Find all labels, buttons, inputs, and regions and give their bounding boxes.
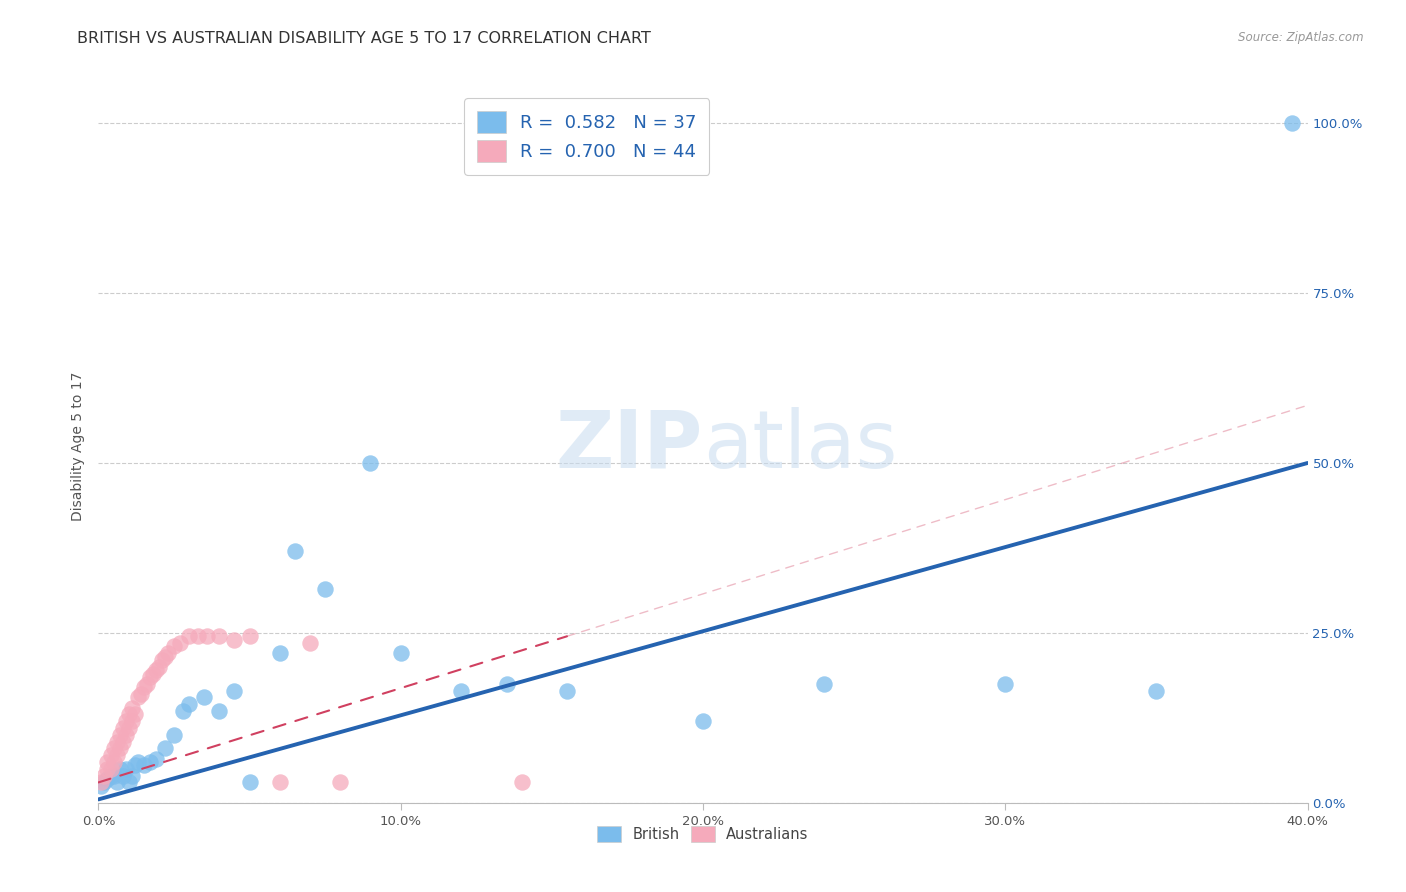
Text: atlas: atlas	[703, 407, 897, 485]
Point	[495, 677, 517, 691]
Point	[284, 544, 307, 558]
Point	[169, 636, 191, 650]
Point	[510, 775, 533, 789]
Point	[100, 769, 122, 783]
Point	[132, 758, 155, 772]
Point	[114, 714, 136, 729]
Point	[299, 636, 322, 650]
Point	[139, 755, 162, 769]
Point	[389, 646, 412, 660]
Legend: British, Australians: British, Australians	[591, 819, 815, 849]
Point	[450, 683, 472, 698]
Point	[103, 755, 125, 769]
Point	[1281, 116, 1303, 130]
Point	[96, 772, 118, 786]
Point	[156, 646, 179, 660]
Point	[360, 456, 382, 470]
Point	[813, 677, 835, 691]
Point	[314, 582, 336, 596]
Point	[208, 629, 231, 643]
Point	[114, 728, 136, 742]
Point	[118, 721, 141, 735]
Point	[145, 751, 167, 765]
Point	[118, 707, 141, 722]
Point	[153, 649, 176, 664]
Point	[108, 762, 131, 776]
Point	[111, 734, 134, 748]
Point	[114, 762, 136, 776]
Point	[1144, 683, 1167, 698]
Point	[121, 769, 143, 783]
Text: Source: ZipAtlas.com: Source: ZipAtlas.com	[1239, 31, 1364, 45]
Point	[96, 755, 118, 769]
Y-axis label: Disability Age 5 to 17: Disability Age 5 to 17	[72, 371, 86, 521]
Point	[108, 741, 131, 756]
Point	[129, 687, 152, 701]
Point	[127, 690, 149, 705]
Point	[163, 640, 186, 654]
Point	[555, 683, 578, 698]
Point	[111, 721, 134, 735]
Point	[90, 779, 112, 793]
Point	[179, 629, 201, 643]
Point	[150, 653, 173, 667]
Point	[105, 748, 128, 763]
Point	[103, 741, 125, 756]
Point	[269, 775, 291, 789]
Point	[124, 758, 146, 772]
Point	[93, 775, 115, 789]
Point	[96, 762, 118, 776]
Point	[172, 704, 194, 718]
Point	[692, 714, 714, 729]
Point	[100, 748, 122, 763]
Point	[329, 775, 352, 789]
Point	[100, 762, 122, 776]
Point	[269, 646, 291, 660]
Point	[139, 670, 162, 684]
Point	[121, 714, 143, 729]
Point	[105, 734, 128, 748]
Point	[187, 629, 209, 643]
Point	[208, 704, 231, 718]
Point	[224, 632, 246, 647]
Point	[153, 741, 176, 756]
Point	[994, 677, 1017, 691]
Point	[103, 769, 125, 783]
Point	[111, 769, 134, 783]
Point	[124, 707, 146, 722]
Point	[108, 728, 131, 742]
Point	[195, 629, 218, 643]
Point	[145, 663, 167, 677]
Point	[93, 769, 115, 783]
Point	[239, 629, 262, 643]
Point	[105, 775, 128, 789]
Point	[135, 677, 157, 691]
Point	[148, 660, 170, 674]
Point	[239, 775, 262, 789]
Point	[132, 680, 155, 694]
Point	[127, 755, 149, 769]
Point	[224, 683, 246, 698]
Point	[179, 698, 201, 712]
Text: ZIP: ZIP	[555, 407, 703, 485]
Point	[121, 700, 143, 714]
Point	[142, 666, 165, 681]
Point	[90, 775, 112, 789]
Text: BRITISH VS AUSTRALIAN DISABILITY AGE 5 TO 17 CORRELATION CHART: BRITISH VS AUSTRALIAN DISABILITY AGE 5 T…	[77, 31, 651, 46]
Point	[118, 775, 141, 789]
Point	[193, 690, 215, 705]
Point	[163, 728, 186, 742]
